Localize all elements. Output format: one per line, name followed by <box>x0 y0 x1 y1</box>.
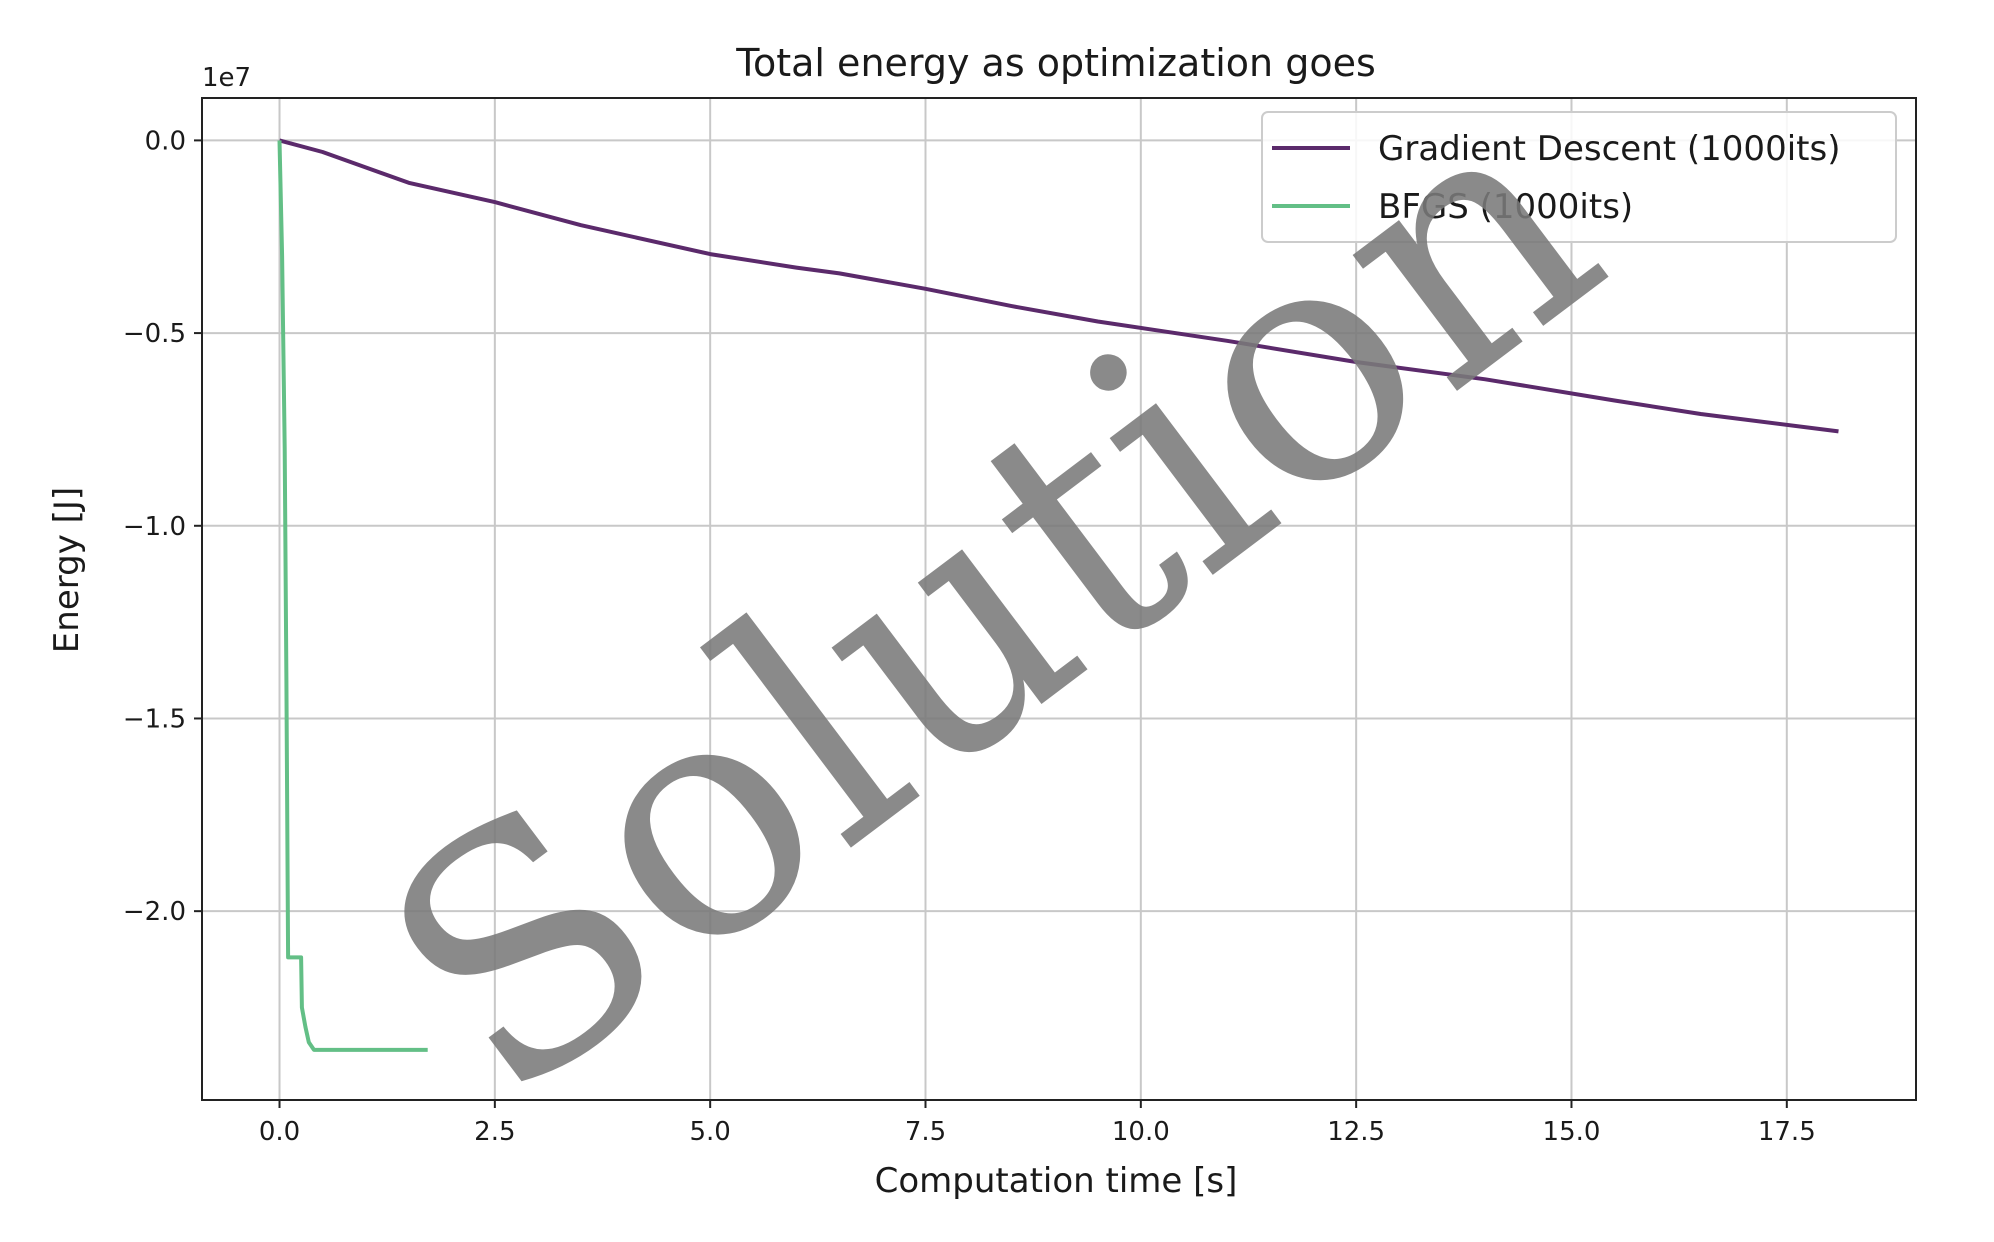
x-tick-label: 15.0 <box>1543 1117 1601 1147</box>
series-line-bfgs <box>277 140 428 1052</box>
y-axis-label: Energy [J] <box>47 487 87 653</box>
y-tick-label: 0.0 <box>145 126 186 156</box>
plot-frame <box>201 97 1917 1101</box>
x-tick-label: 5.0 <box>689 1117 730 1147</box>
y-tick-label: −2.0 <box>123 897 186 927</box>
legend: Gradient Descent (1000its) BFGS (1000its… <box>1261 111 1897 243</box>
x-tick-label: 2.5 <box>474 1117 515 1147</box>
y-offset-text: 1e7 <box>202 63 251 93</box>
y-tick-label: −1.0 <box>123 512 186 542</box>
grid-lines <box>202 98 1916 1100</box>
chart-title: Total energy as optimization goes <box>735 41 1376 85</box>
x-tick-label: 12.5 <box>1327 1117 1385 1147</box>
series-line-gradient-descent <box>278 138 1839 434</box>
x-tick-label: 7.5 <box>905 1117 946 1147</box>
legend-box <box>1261 111 1897 243</box>
x-tick-label: 0.0 <box>259 1117 300 1147</box>
series-lines <box>277 138 1839 1052</box>
y-ticks: 0.0 −0.5 −1.0 −1.5 −2.0 <box>123 126 202 927</box>
legend-label-bfgs: BFGS (1000its) <box>1378 187 1633 227</box>
x-tick-label: 17.5 <box>1758 1117 1816 1147</box>
y-tick-label: −0.5 <box>123 319 186 349</box>
x-tick-label: 10.0 <box>1112 1117 1170 1147</box>
x-axis-label: Computation time [s] <box>875 1161 1238 1201</box>
y-tick-label: −1.5 <box>123 704 186 734</box>
legend-label-gradient-descent: Gradient Descent (1000its) <box>1378 129 1840 169</box>
x-ticks: 0.0 2.5 5.0 7.5 10.0 12.5 15.0 17.5 <box>259 1100 1816 1147</box>
